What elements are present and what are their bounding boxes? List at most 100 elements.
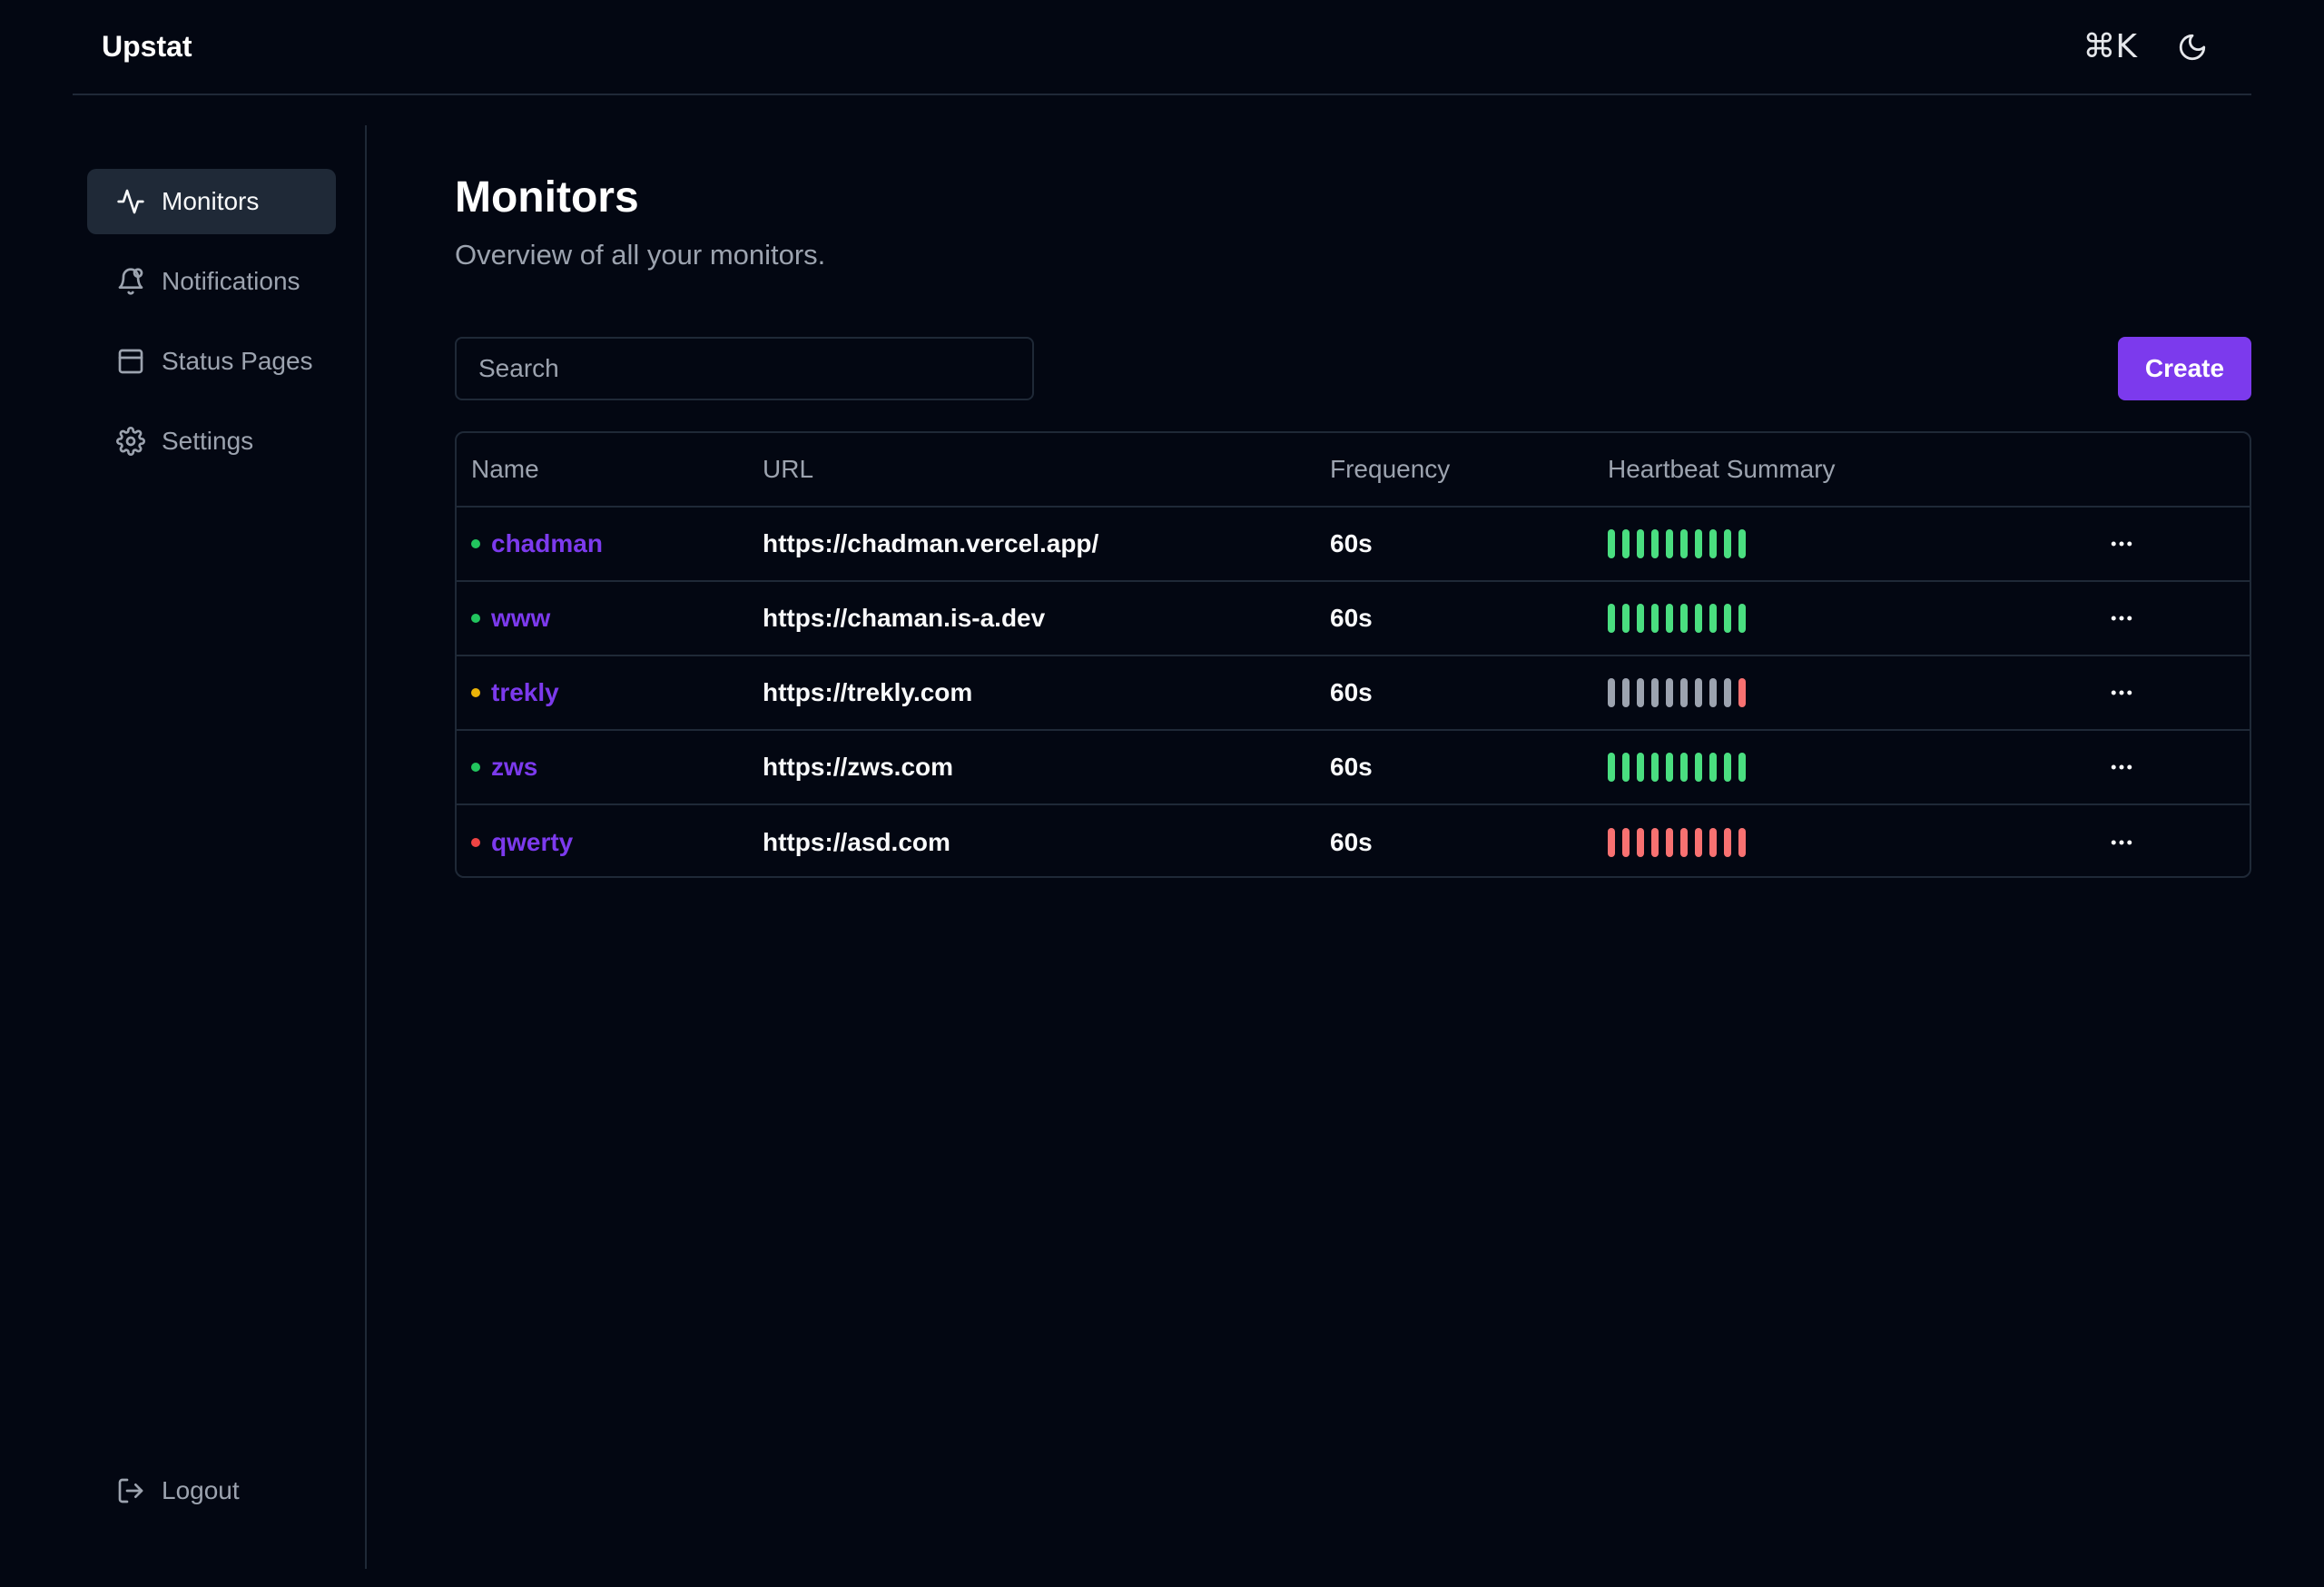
sidebar-item-monitors[interactable]: Monitors: [87, 169, 336, 234]
heartbeat-bar-up[interactable]: [1622, 753, 1630, 782]
search-input[interactable]: [455, 337, 1034, 400]
cell-url: https://asd.com: [763, 828, 950, 856]
cell-url: https://chaman.is-a.dev: [763, 604, 1046, 632]
heartbeat-bar-down[interactable]: [1738, 678, 1746, 707]
heartbeat-bar-down[interactable]: [1651, 828, 1659, 857]
heartbeat-bar-up[interactable]: [1608, 529, 1615, 558]
heartbeat-bar-down[interactable]: [1666, 828, 1673, 857]
heartbeat-bar-none[interactable]: [1637, 678, 1644, 707]
heartbeat-bar-up[interactable]: [1608, 604, 1615, 633]
heartbeat-bar-none[interactable]: [1622, 678, 1630, 707]
sidebar-item-settings[interactable]: Settings: [87, 409, 336, 474]
logout-button[interactable]: Logout: [87, 1458, 336, 1523]
table-row[interactable]: trekly https://trekly.com 60s: [457, 656, 2250, 731]
heartbeat-bar-none[interactable]: [1724, 678, 1731, 707]
heartbeat-bar-none[interactable]: [1709, 678, 1717, 707]
heartbeat-bar-up[interactable]: [1622, 529, 1630, 558]
table-header-row: Name URL Frequency Heartbeat Summary: [457, 433, 2250, 508]
cell-name: chadman: [471, 508, 603, 580]
heartbeat-bar-down[interactable]: [1709, 828, 1717, 857]
heartbeat-bar-down[interactable]: [1680, 828, 1688, 857]
heartbeat-bar-down[interactable]: [1637, 828, 1644, 857]
monitor-name-link[interactable]: qwerty: [491, 828, 574, 856]
cell-actions: [2100, 582, 2143, 655]
brand-logo[interactable]: Upstat: [102, 30, 192, 63]
column-header-frequency[interactable]: Frequency: [1330, 455, 1451, 483]
create-monitor-button[interactable]: Create: [2118, 337, 2251, 400]
heartbeat-bar-up[interactable]: [1651, 753, 1659, 782]
monitor-name-link[interactable]: zws: [491, 753, 538, 781]
heartbeat-bar-up[interactable]: [1738, 529, 1746, 558]
more-options-button[interactable]: [2100, 675, 2143, 711]
heartbeat-summary: [1608, 604, 1746, 633]
cell-actions: [2100, 731, 2143, 803]
heartbeat-bar-up[interactable]: [1724, 529, 1731, 558]
heartbeat-bar-up[interactable]: [1680, 604, 1688, 633]
more-options-button[interactable]: [2100, 600, 2143, 636]
heartbeat-bar-none[interactable]: [1695, 678, 1702, 707]
heartbeat-bar-up[interactable]: [1738, 753, 1746, 782]
table-row[interactable]: chadman https://chadman.vercel.app/60s: [457, 508, 2250, 582]
cell-frequency: 60s: [1330, 604, 1373, 632]
cell-name: zws: [471, 731, 537, 803]
monitor-name-link[interactable]: chadman: [491, 529, 603, 557]
column-header-name[interactable]: Name: [471, 455, 539, 483]
heartbeat-bar-up[interactable]: [1637, 529, 1644, 558]
heartbeat-bar-up[interactable]: [1738, 604, 1746, 633]
sidebar-item-status-pages[interactable]: Status Pages: [87, 329, 336, 394]
heartbeat-bar-up[interactable]: [1680, 529, 1688, 558]
heartbeat-bar-up[interactable]: [1651, 529, 1659, 558]
heartbeat-bar-none[interactable]: [1608, 678, 1615, 707]
table-row[interactable]: zws https://zws.com 60s: [457, 731, 2250, 805]
table-row[interactable]: www https://chaman.is-a.dev 60s: [457, 582, 2250, 656]
heartbeat-bar-up[interactable]: [1622, 604, 1630, 633]
heartbeat-bar-up[interactable]: [1695, 529, 1702, 558]
heartbeat-bar-up[interactable]: [1666, 529, 1673, 558]
heartbeat-bar-up[interactable]: [1637, 604, 1644, 633]
heartbeat-bar-up[interactable]: [1709, 604, 1717, 633]
column-header-heartbeat[interactable]: Heartbeat Summary: [1608, 455, 1836, 483]
heartbeat-bar-up[interactable]: [1709, 753, 1717, 782]
more-options-button[interactable]: [2100, 749, 2143, 785]
monitors-table: Name URL Frequency Heartbeat Summary cha…: [455, 431, 2251, 878]
cell-heartbeat: [1608, 805, 1746, 876]
heartbeat-bar-up[interactable]: [1724, 753, 1731, 782]
cell-heartbeat: [1608, 731, 1746, 803]
heartbeat-bar-up[interactable]: [1695, 753, 1702, 782]
theme-toggle-button[interactable]: [2173, 28, 2211, 66]
moon-icon: [2179, 34, 2206, 60]
cell-url: https://chadman.vercel.app/: [763, 529, 1099, 557]
sidebar-item-notifications[interactable]: Notifications: [87, 249, 336, 314]
heartbeat-bar-up[interactable]: [1695, 604, 1702, 633]
monitor-name-link[interactable]: www: [491, 604, 551, 632]
heartbeat-bar-up[interactable]: [1637, 753, 1644, 782]
cell-name: qwerty: [471, 805, 574, 876]
heartbeat-bar-up[interactable]: [1680, 753, 1688, 782]
heartbeat-bar-none[interactable]: [1666, 678, 1673, 707]
monitor-name-link[interactable]: trekly: [491, 678, 559, 706]
page-title: Monitors: [455, 173, 639, 222]
heartbeat-bar-up[interactable]: [1608, 753, 1615, 782]
table-row[interactable]: qwerty https://asd.com 60s: [457, 805, 2250, 876]
heartbeat-bar-up[interactable]: [1709, 529, 1717, 558]
heartbeat-bar-down[interactable]: [1738, 828, 1746, 857]
command-palette-shortcut[interactable]: ⌘K: [2083, 28, 2137, 65]
heartbeat-bar-down[interactable]: [1622, 828, 1630, 857]
more-options-button[interactable]: [2100, 526, 2143, 562]
column-header-url[interactable]: URL: [763, 455, 814, 483]
heartbeat-bar-down[interactable]: [1608, 828, 1615, 857]
heartbeat-bar-up[interactable]: [1724, 604, 1731, 633]
table-body: chadman https://chadman.vercel.app/60s www…: [457, 508, 2250, 876]
heartbeat-bar-up[interactable]: [1666, 604, 1673, 633]
heartbeat-bar-down[interactable]: [1724, 828, 1731, 857]
heartbeat-bar-up[interactable]: [1666, 753, 1673, 782]
status-dot: [471, 614, 480, 623]
heartbeat-bar-none[interactable]: [1680, 678, 1688, 707]
heartbeat-summary: [1608, 678, 1746, 707]
more-options-button[interactable]: [2100, 824, 2143, 861]
cell-actions: [2100, 656, 2143, 729]
heartbeat-bar-up[interactable]: [1651, 604, 1659, 633]
heartbeat-bar-none[interactable]: [1651, 678, 1659, 707]
cell-actions: [2100, 805, 2143, 876]
heartbeat-bar-down[interactable]: [1695, 828, 1702, 857]
